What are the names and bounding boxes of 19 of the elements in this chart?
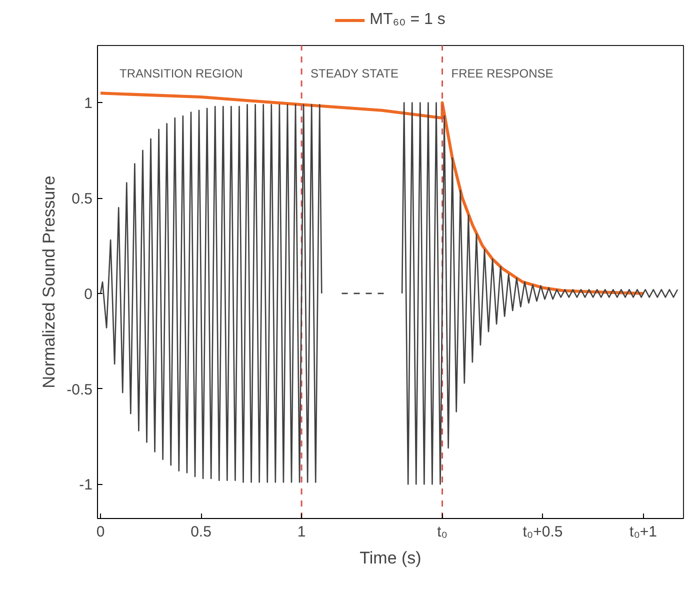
x-tick-label: t₀ [437,524,448,540]
x-tick-label: 1 [297,524,306,540]
y-axis-title: Normalized Sound Pressure [40,176,59,388]
annotation: TRANSITION REGION [120,66,243,80]
x-tick-label: 0 [96,524,105,540]
y-tick-label: 0.5 [72,190,93,208]
annotation: FREE RESPONSE [451,66,554,80]
x-tick-label: 0.5 [190,524,212,540]
x-axis-title: Time (s) [360,548,422,568]
line-series [401,102,678,485]
y-tick-label: 1 [84,95,92,112]
x-tick-label: t₀+0.5 [522,524,563,540]
legend-label: MT₆₀ = 1 s [370,10,446,30]
y-tick-label: -1 [79,476,93,494]
y-tick-label: 0 [84,286,92,303]
x-tick-label: t₀+1 [630,524,658,540]
annotation: STEADY STATE [310,66,399,80]
y-tick-label: -0.5 [66,381,93,398]
line-series [100,104,322,483]
